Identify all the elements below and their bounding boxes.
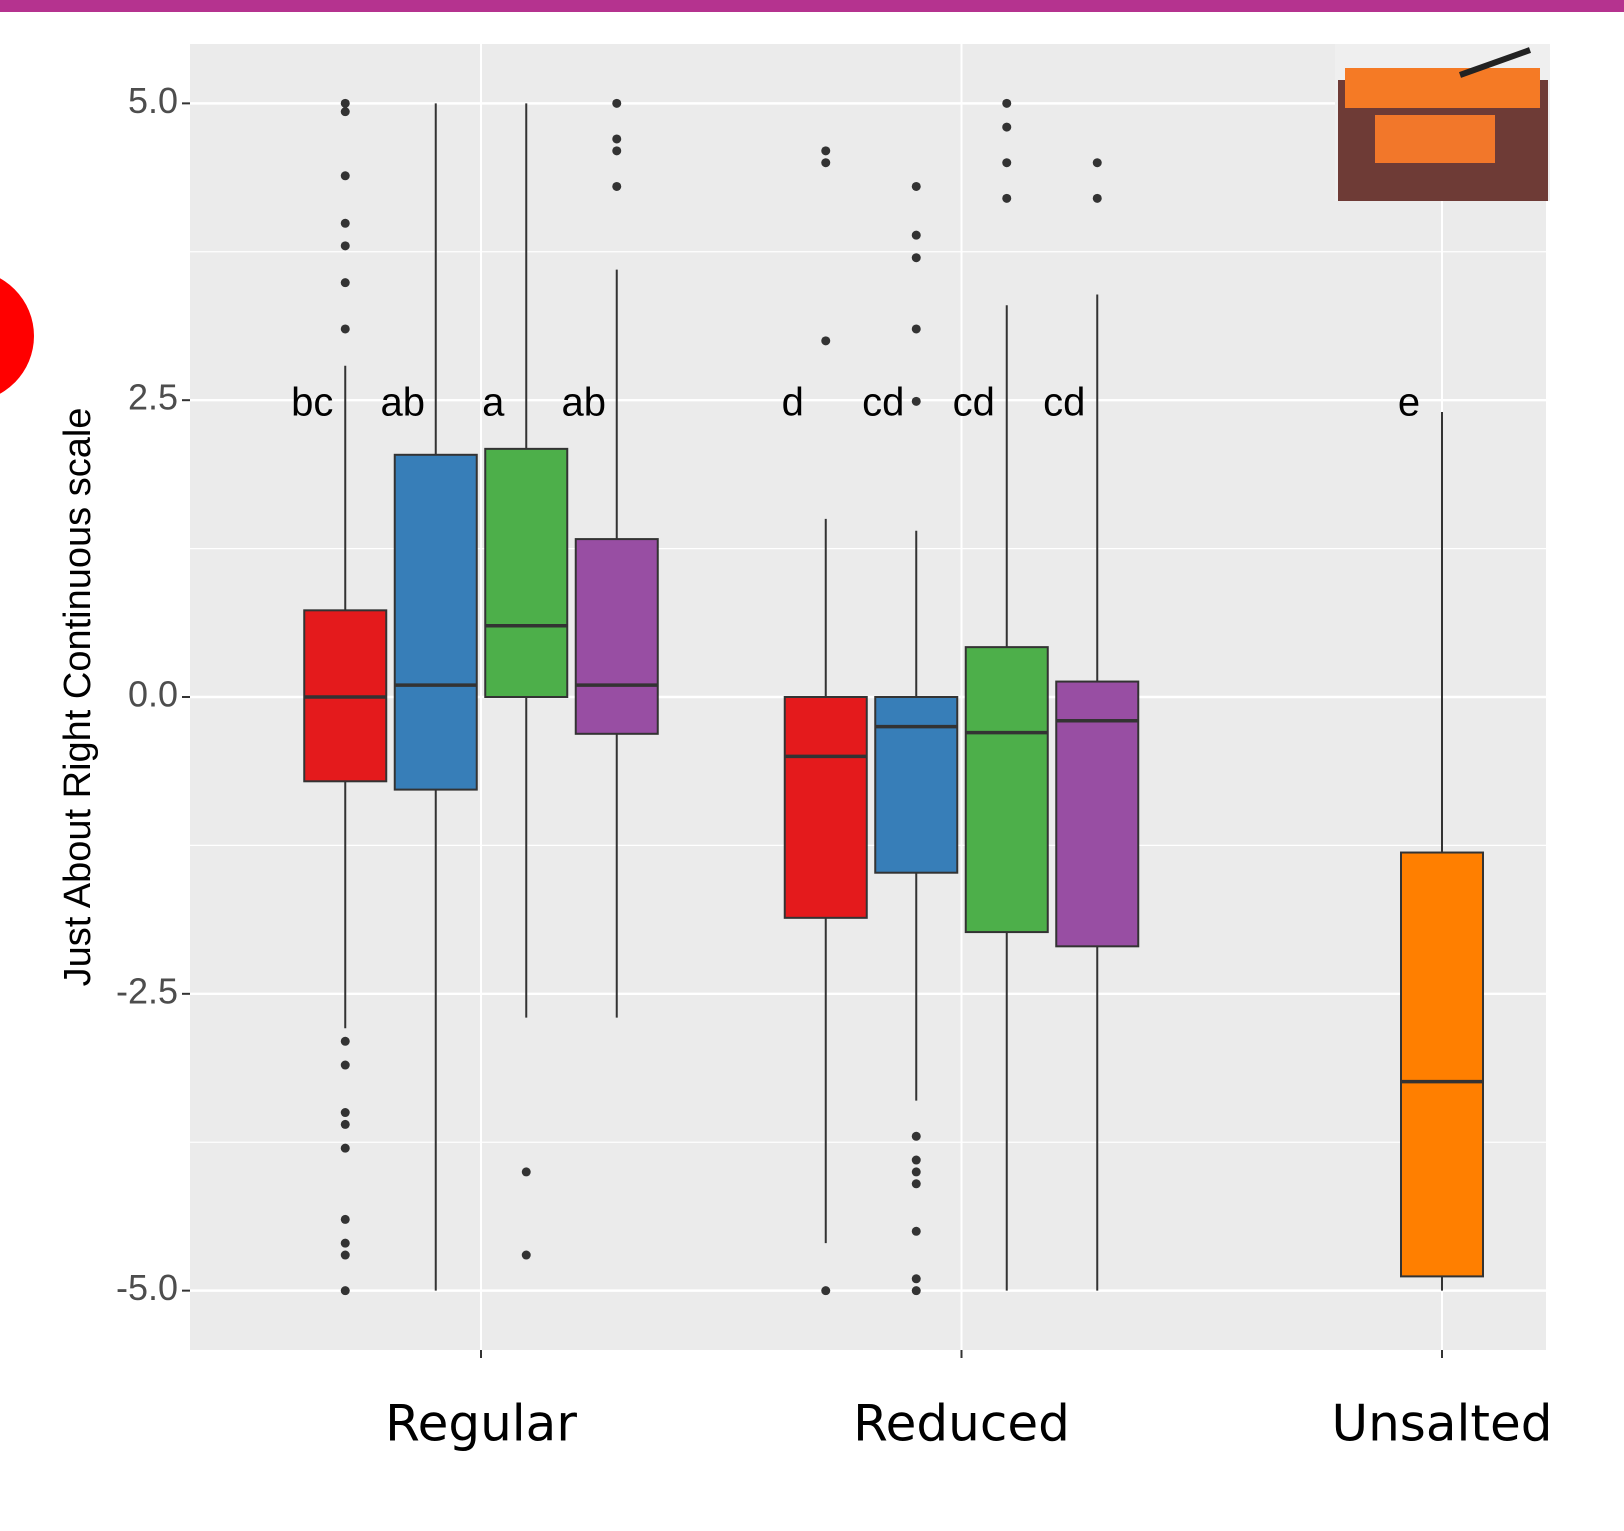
- outlier: [821, 146, 830, 155]
- outlier: [612, 99, 621, 108]
- outlier: [612, 182, 621, 191]
- box: [485, 449, 567, 697]
- outlier: [341, 171, 350, 180]
- group-letter: e: [1398, 381, 1420, 425]
- y-tick-label: -5.0: [116, 1267, 178, 1308]
- box: [785, 697, 867, 918]
- box: [1401, 853, 1483, 1277]
- outlier: [341, 1037, 350, 1046]
- outlier: [1093, 158, 1102, 167]
- outlier: [522, 1251, 531, 1260]
- outlier: [912, 324, 921, 333]
- box: [875, 697, 957, 873]
- group-letter: bc: [291, 381, 333, 425]
- photo-carrots: [1375, 115, 1495, 163]
- decor-circle: [0, 270, 34, 402]
- outlier: [912, 231, 921, 240]
- outlier: [341, 1215, 350, 1224]
- box: [395, 455, 477, 790]
- outlier: [612, 146, 621, 155]
- outlier: [341, 324, 350, 333]
- outlier: [341, 1239, 350, 1248]
- outlier: [1002, 99, 1011, 108]
- outlier: [821, 158, 830, 167]
- outlier: [341, 1251, 350, 1260]
- outlier: [341, 241, 350, 250]
- outlier: [821, 336, 830, 345]
- outlier: [522, 1167, 531, 1176]
- outlier: [912, 1167, 921, 1176]
- group-letter: cd: [953, 381, 995, 425]
- y-axis-title: Just About Right Continuous scale: [57, 408, 99, 987]
- outlier: [341, 1144, 350, 1153]
- outlier: [1002, 158, 1011, 167]
- outlier: [912, 253, 921, 262]
- outlier: [912, 397, 921, 406]
- outlier: [1002, 123, 1011, 132]
- photo: [1335, 44, 1550, 201]
- outlier: [912, 182, 921, 191]
- group-letter: a: [482, 381, 505, 425]
- box: [966, 647, 1048, 932]
- outlier: [1002, 194, 1011, 203]
- outlier: [341, 107, 350, 116]
- outlier: [912, 1286, 921, 1295]
- outlier: [912, 1179, 921, 1188]
- y-tick-label: 2.5: [128, 377, 178, 418]
- outlier: [912, 1156, 921, 1165]
- outlier: [341, 1286, 350, 1295]
- outlier: [912, 1227, 921, 1236]
- page: {"chart_data": {"type": "boxplot", "y_la…: [0, 0, 1624, 1531]
- group-letter: d: [782, 381, 804, 425]
- group-letter: ab: [562, 381, 607, 425]
- group-letter: ab: [381, 381, 426, 425]
- top-bar: [0, 0, 1624, 12]
- outlier: [341, 99, 350, 108]
- box: [576, 539, 658, 734]
- outlier: [612, 134, 621, 143]
- outlier: [341, 1120, 350, 1129]
- outlier: [912, 1274, 921, 1283]
- outlier: [341, 1061, 350, 1070]
- y-tick-label: 5.0: [128, 80, 178, 121]
- outlier: [912, 1132, 921, 1141]
- y-tick-label: 0.0: [128, 674, 178, 715]
- outlier: [341, 219, 350, 228]
- outlier: [821, 1286, 830, 1295]
- x-tick-label: Unsalted: [1332, 1395, 1553, 1453]
- x-tick-label: Regular: [385, 1395, 577, 1453]
- chart: bc ab a ab d cd cd cd e Just About Right Continu…: [0, 0, 1624, 1531]
- x-tick-label: Reduced: [853, 1395, 1070, 1453]
- outlier: [1093, 194, 1102, 203]
- y-tick-label: -2.5: [116, 970, 178, 1011]
- group-letter: cd: [862, 381, 904, 425]
- photo-carrots: [1345, 68, 1540, 108]
- outlier: [341, 1108, 350, 1117]
- group-letter: cd: [1043, 381, 1085, 425]
- outlier: [341, 278, 350, 287]
